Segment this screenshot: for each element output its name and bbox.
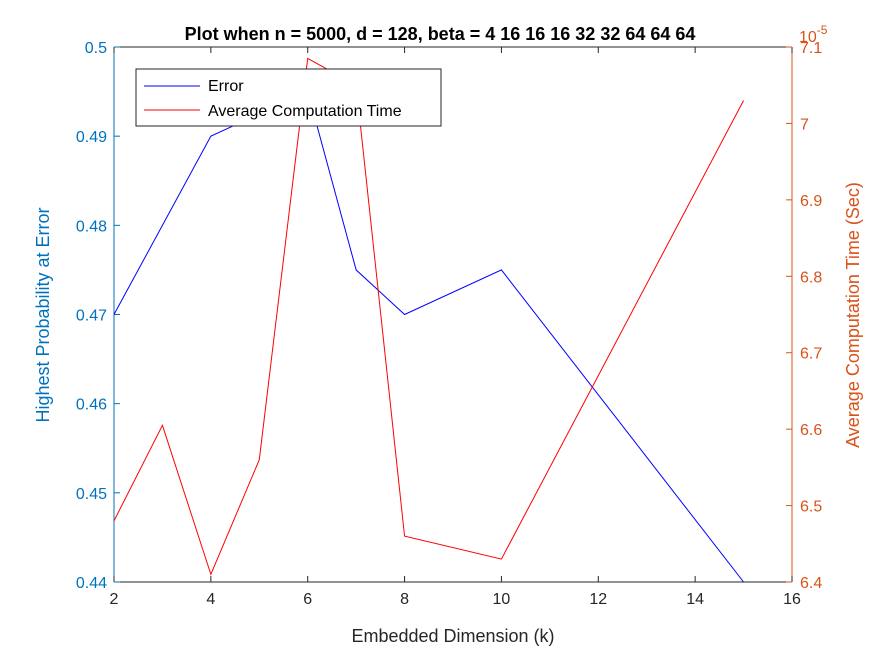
x-tick-label: 10 [493,591,511,608]
exponent-base: 10 [799,29,817,46]
right-y-tick-label: 7.1 [800,40,822,57]
legend: Error Average Computation Time [135,68,442,127]
exponent-power: -5 [817,23,828,37]
x-tick-label: 16 [783,591,801,608]
series-layer [113,57,745,583]
right-y-tick-label: 6.5 [800,499,822,516]
right-y-axis: 6.4 6.5 6.6 6.7 6.8 6.9 7 7.1 [786,40,822,592]
left-y-tick-label: 0.46 [76,397,107,414]
left-y-axis-label: Highest Probability at Error [33,207,53,422]
legend-box [135,68,442,127]
right-y-tick-label: 7 [800,116,809,133]
x-tick-label: 4 [206,591,215,608]
x-axis: 2 4 6 8 10 12 14 16 [110,47,801,608]
left-y-tick-label: 0.48 [76,218,107,235]
series-line-computation-time [113,57,745,576]
plot-area [113,46,793,583]
x-tick-label: 14 [686,591,704,608]
right-y-tick-label: 6.9 [800,193,822,210]
left-y-tick-label: 0.44 [76,575,107,592]
x-tick-label: 12 [589,591,607,608]
right-y-tick-label: 6.6 [800,422,822,439]
x-axis-label: Embedded Dimension (k) [351,626,554,646]
plot-background [114,47,792,582]
right-y-axis-label: Average Computation Time (Sec) [843,182,863,448]
series-line-error [113,90,744,583]
legend-label-error: Error [208,78,244,95]
left-y-tick-label: 0.47 [76,308,107,325]
right-y-tick-label: 6.4 [800,575,822,592]
right-y-tick-label: 6.7 [800,346,822,363]
x-tick-label: 6 [303,591,312,608]
left-y-tick-label: 0.5 [85,40,107,57]
left-y-tick-label: 0.49 [76,129,107,146]
x-tick-label: 2 [110,591,119,608]
x-tick-label: 8 [400,591,409,608]
right-axis-exponent: 10-5 [799,23,828,46]
chart-title: Plot when n = 5000, d = 128, beta = 4 16… [185,24,696,44]
left-y-tick-label: 0.45 [76,486,107,503]
right-y-tick-label: 6.8 [800,269,822,286]
legend-label-time: Average Computation Time [208,103,402,120]
left-y-axis: 0.44 0.45 0.46 0.47 0.48 0.49 0.5 [76,40,120,592]
